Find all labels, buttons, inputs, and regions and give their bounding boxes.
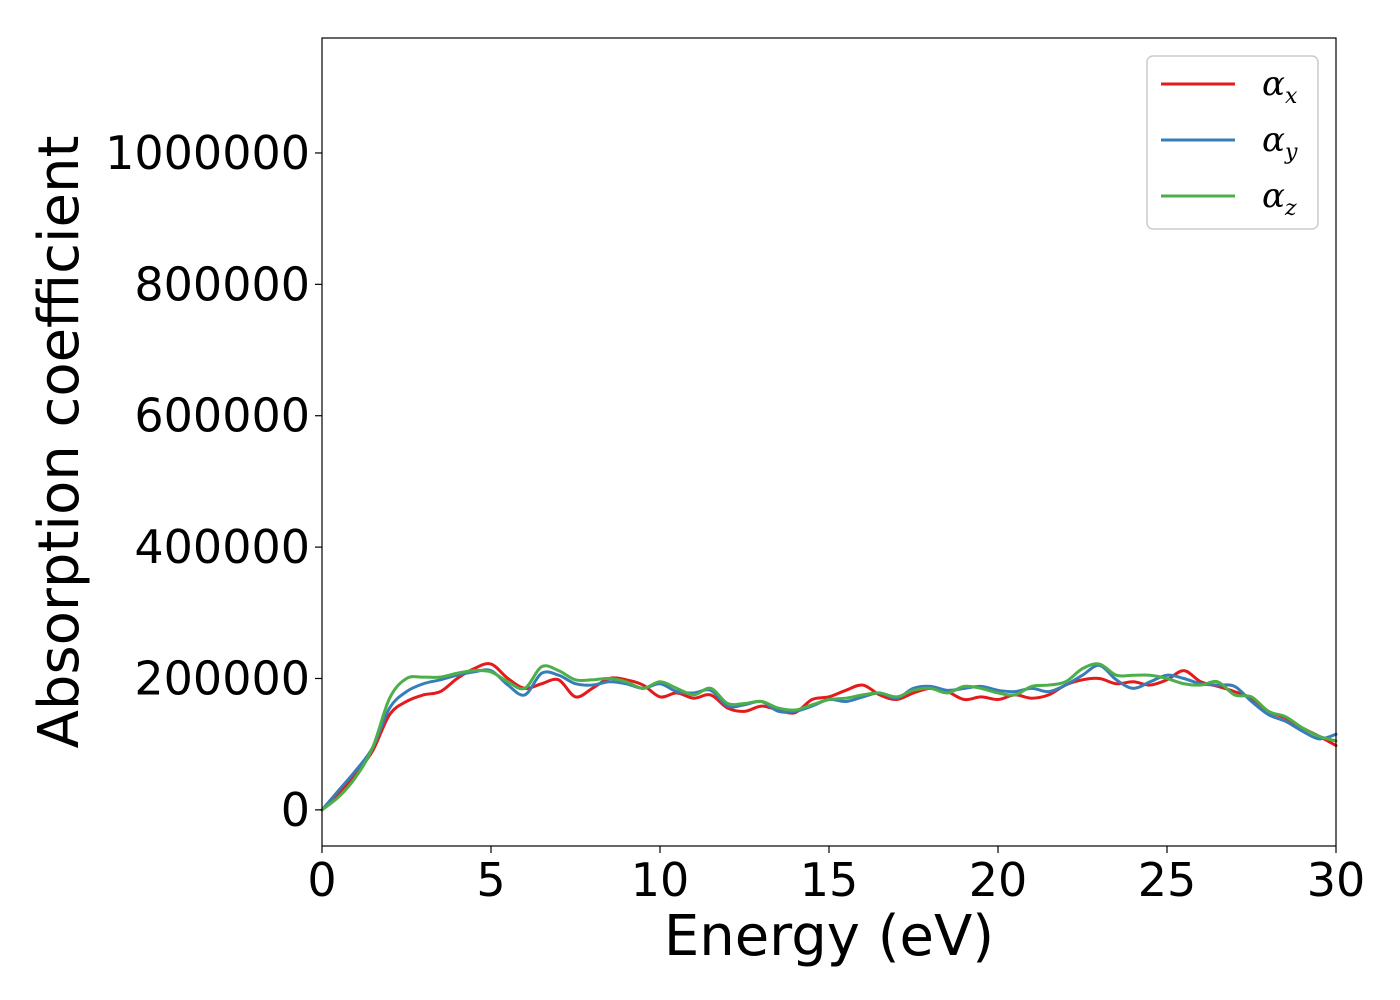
x-tick-label: 30 bbox=[1307, 853, 1366, 907]
series-line-x bbox=[320, 662, 1338, 812]
x-tick-label: 20 bbox=[969, 853, 1028, 907]
x-tick-label: 10 bbox=[631, 853, 690, 907]
y-tick-label: 600000 bbox=[134, 389, 310, 443]
x-tick-label: 0 bbox=[307, 853, 336, 907]
x-tick-label: 5 bbox=[476, 853, 505, 907]
x-axis: 0 5 10 15 20 25 30 bbox=[307, 846, 1365, 907]
x-tick-label: 15 bbox=[800, 853, 859, 907]
x-tick-label: 25 bbox=[1138, 853, 1197, 907]
y-axis-title: Absorption coefficient bbox=[27, 136, 92, 749]
y-tick-label: 0 bbox=[281, 783, 310, 837]
plot-lines bbox=[320, 662, 1338, 812]
series-line-z bbox=[320, 662, 1338, 812]
y-tick-label: 1000000 bbox=[105, 126, 310, 180]
y-tick-label: 400000 bbox=[134, 520, 310, 574]
legend-frame bbox=[1146, 55, 1319, 230]
legend-label-z: αz bbox=[1262, 176, 1297, 221]
series-line-y bbox=[320, 663, 1338, 812]
y-tick-label: 800000 bbox=[134, 257, 310, 311]
y-axis: 0 200000 400000 600000 800000 1000000 bbox=[105, 126, 322, 837]
x-axis-title: Energy (eV) bbox=[664, 904, 994, 969]
y-tick-label: 200000 bbox=[134, 651, 310, 705]
